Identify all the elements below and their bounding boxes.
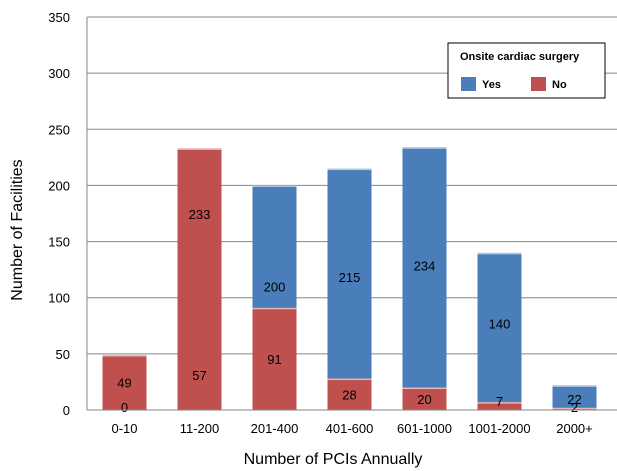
bar-yes-401-600	[327, 168, 372, 410]
legend-box	[447, 42, 606, 99]
y-tick-label: 300	[48, 66, 70, 81]
data-label-no-601-1000: 20	[417, 392, 431, 407]
x-axis-title: Number of PCIs Annually	[244, 451, 423, 468]
bar-no-11-200	[177, 148, 222, 411]
legend-label-yes: Yes	[482, 79, 501, 91]
bar-highlight	[252, 185, 297, 187]
bar-highlight	[102, 354, 147, 357]
bar-no-201-400	[252, 307, 297, 410]
y-tick-label: 350	[48, 10, 70, 25]
legend: Onsite cardiac surgery Yes No	[447, 42, 606, 99]
x-tick-label: 601-1000	[397, 421, 452, 436]
bar-no-1001-2000	[477, 402, 522, 410]
bar-highlight	[327, 378, 372, 381]
x-tick-label: 11-200	[180, 421, 220, 436]
bars	[102, 147, 597, 411]
data-label-yes-401-600: 215	[339, 270, 361, 285]
y-tick-label: 150	[48, 235, 70, 250]
data-label-yes-1001-2000: 140	[489, 317, 511, 332]
data-label-yes-0-10: 0	[121, 400, 128, 415]
bar-no-0-10	[102, 354, 147, 410]
legend-swatch-no	[531, 77, 546, 91]
bar-highlight	[327, 168, 372, 171]
data-label-no-11-200: 233	[189, 207, 211, 222]
legend-title: Onsite cardiac surgery	[460, 51, 580, 63]
data-label-no-401-600: 28	[342, 387, 356, 402]
y-tick-label: 200	[48, 178, 70, 193]
data-label-yes-11-200: 57	[192, 368, 206, 383]
y-axis-title: Number of Facilities	[9, 159, 26, 300]
x-tick-label: 401-600	[326, 421, 374, 436]
legend-swatch-yes	[461, 77, 476, 91]
data-label-yes-2000+: 22	[567, 392, 581, 407]
bar-highlight	[402, 147, 447, 149]
x-tick-label: 0-10	[111, 421, 137, 436]
data-label-no-201-400: 91	[267, 352, 281, 367]
bar-highlight	[552, 407, 597, 410]
data-label-no-1001-2000: 7	[496, 394, 503, 409]
bar-highlight	[252, 307, 297, 310]
bar-highlight	[552, 385, 597, 387]
bar-highlight	[477, 402, 522, 404]
data-label-yes-601-1000: 234	[414, 258, 436, 273]
bar-highlight	[402, 387, 447, 390]
x-tick-label: 2000+	[556, 421, 593, 436]
legend-label-no: No	[552, 79, 567, 91]
bar-yes-601-1000	[402, 147, 447, 410]
y-tick-label: 50	[56, 347, 70, 362]
bar-no-601-1000	[402, 387, 447, 410]
bar-yes-1001-2000	[477, 252, 522, 410]
x-tick-label: 1001-2000	[468, 421, 530, 436]
data-label-no-0-10: 49	[117, 375, 131, 390]
x-tick-label: 201-400	[251, 421, 299, 436]
data-label-yes-201-400: 200	[264, 279, 286, 294]
y-tick-label: 100	[48, 291, 70, 306]
bar-yes-2000+	[552, 385, 597, 410]
bar-highlight	[177, 148, 222, 150]
bar-no-401-600	[327, 378, 372, 410]
data-label-no-2000+: 2	[571, 400, 578, 415]
bar-highlight	[477, 252, 522, 255]
y-tick-label: 0	[63, 403, 70, 418]
y-tick-label: 250	[48, 122, 70, 137]
data-labels: 0 49 57 233 200 91 215 28 234 20 140 7 222	[117, 207, 581, 415]
